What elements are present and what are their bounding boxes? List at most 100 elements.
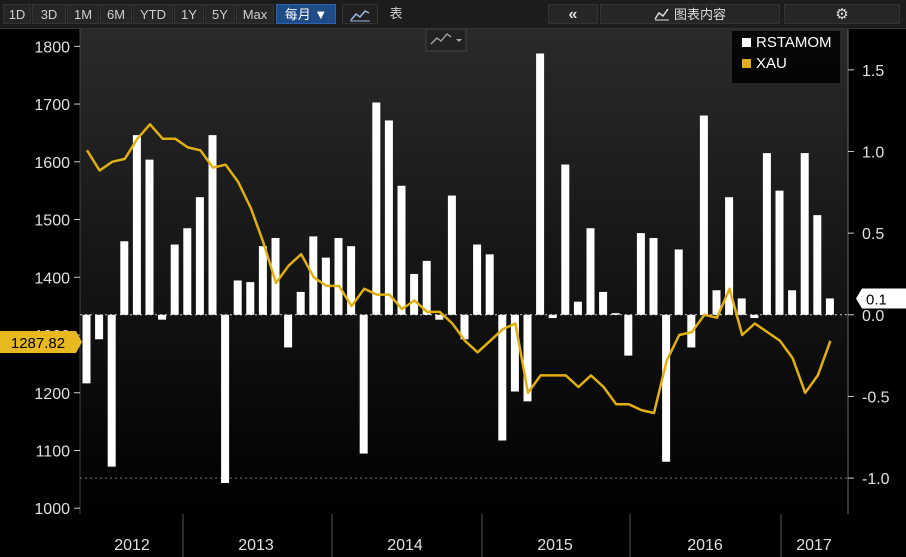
xau-badge-bg: [0, 331, 76, 354]
rstamom-bar: [233, 280, 242, 315]
range-button-6m[interactable]: 6M: [100, 4, 132, 24]
rstamom-bar: [599, 291, 608, 315]
rstamom-bar: [334, 238, 343, 315]
rstamom-bar: [246, 282, 255, 315]
legend: RSTAMOM XAU: [732, 31, 840, 83]
rstamom-bar: [158, 314, 167, 320]
legend-swatch: [742, 59, 751, 68]
rstamom-bar: [145, 159, 154, 315]
rstamom-bar: [208, 135, 217, 315]
right-tick-label: -0.5: [862, 389, 890, 406]
right-tick-label: 1.5: [862, 63, 884, 80]
rstamom-bar: [410, 273, 419, 315]
rstamom-bar: [221, 314, 230, 483]
rstamom-bar: [296, 291, 305, 315]
rstamom-bar: [95, 314, 104, 340]
chart-content-icon: [654, 8, 669, 21]
rstamom-bar: [813, 215, 822, 315]
rstamom-bar: [725, 197, 734, 315]
year-label: 2016: [687, 537, 723, 554]
line-chart-icon: [430, 33, 452, 45]
range-button-max[interactable]: Max: [236, 4, 274, 24]
plot-background: [80, 29, 848, 514]
right-tick-label: 0.0: [862, 308, 884, 325]
rstamom-bar: [762, 153, 771, 315]
rstamom-bar: [800, 153, 809, 315]
rstamom-bar: [775, 190, 784, 315]
chart-toolbar: 1D 3D 1M 6M YTD 1Y 5Y Max 每月 ▼ 表 « 图表内容 ⚙: [0, 0, 906, 29]
left-tick-label: 1600: [34, 155, 70, 172]
rstamom-bar: [649, 238, 658, 315]
range-button-1m[interactable]: 1M: [67, 4, 99, 24]
rstamom-bar: [674, 249, 683, 315]
double-chevron-left-icon[interactable]: «: [548, 4, 598, 24]
rstamom-current-value: 0.1: [866, 291, 887, 308]
left-tick-label: 1000: [34, 501, 70, 518]
rstamom-bar: [750, 314, 759, 319]
left-tick-label: 1200: [34, 386, 70, 403]
rstamom-bar: [132, 135, 141, 315]
right-tick-label: 0.5: [862, 226, 884, 243]
rstamom-bar: [271, 238, 280, 315]
rstamom-bar: [82, 314, 91, 384]
gear-icon[interactable]: ⚙: [784, 4, 900, 24]
chevron-down-icon: [456, 39, 462, 42]
xau-line: [85, 123, 832, 415]
year-label: 2013: [238, 537, 274, 554]
legend-label: RSTAMOM: [756, 34, 832, 51]
rstamom-bar: [435, 314, 444, 320]
rstamom-bar: [536, 53, 545, 315]
rstamom-bar: [397, 185, 406, 315]
range-button-1d[interactable]: 1D: [3, 4, 31, 24]
range-button-5y[interactable]: 5Y: [205, 4, 235, 24]
rstamom-badge-bg: [856, 288, 906, 309]
year-label: 2017: [796, 537, 832, 554]
rstamom-bar: [737, 298, 746, 315]
rstamom-bar: [485, 254, 494, 315]
left-tick-label: 1700: [34, 97, 70, 114]
rstamom-current-badge: 0.1: [856, 288, 906, 309]
rstamom-bar: [422, 260, 431, 315]
left-tick-label: 1500: [34, 213, 70, 230]
left-tick-label: 1800: [34, 39, 70, 56]
xau-current-badge: 1287.82: [0, 331, 82, 354]
rstamom-bar: [523, 314, 532, 402]
line-chart-icon[interactable]: [342, 4, 378, 24]
rstamom-bar: [825, 298, 834, 315]
legend-swatch: [742, 38, 751, 47]
rstamom-bar: [473, 244, 482, 315]
xau-current-value: 1287.82: [11, 335, 65, 352]
right-tick-label: -1.0: [862, 471, 890, 488]
chart-area: 1000110012001300140015001600170018001.51…: [0, 29, 906, 557]
rstamom-bar: [258, 246, 267, 315]
period-dropdown[interactable]: 每月 ▼: [276, 4, 336, 24]
rstamom-bar: [561, 164, 570, 315]
rstamom-bar: [586, 228, 595, 315]
rstamom-bar: [548, 314, 557, 319]
rstamom-bar: [712, 290, 721, 315]
rstamom-bar: [284, 314, 293, 348]
rstamom-bar: [460, 314, 469, 340]
rstamom-bar: [372, 102, 381, 315]
chart-content-button[interactable]: 图表内容: [600, 4, 780, 24]
rstamom-bar: [662, 314, 671, 462]
rstamom-bar: [183, 228, 192, 315]
rstamom-bar: [788, 290, 797, 315]
left-tick-label: 1100: [36, 443, 71, 460]
rstamom-bar: [170, 244, 179, 315]
year-label: 2014: [387, 537, 423, 554]
rstamom-bar: [384, 120, 393, 315]
range-button-1y[interactable]: 1Y: [174, 4, 204, 24]
chart-type-selector[interactable]: [425, 29, 467, 52]
left-tick-label: 1400: [34, 270, 70, 287]
year-label: 2015: [537, 537, 573, 554]
rstamom-bar: [447, 195, 456, 315]
chart-content-label: 图表内容: [673, 7, 726, 22]
right-tick-label: 1.0: [862, 144, 884, 161]
table-view-button[interactable]: 表: [382, 4, 410, 24]
rstamom-bar: [573, 301, 582, 315]
range-button-3d[interactable]: 3D: [32, 4, 66, 24]
range-button-ytd[interactable]: YTD: [133, 4, 173, 24]
rstamom-bar: [636, 233, 645, 315]
rstamom-bar: [107, 314, 116, 467]
